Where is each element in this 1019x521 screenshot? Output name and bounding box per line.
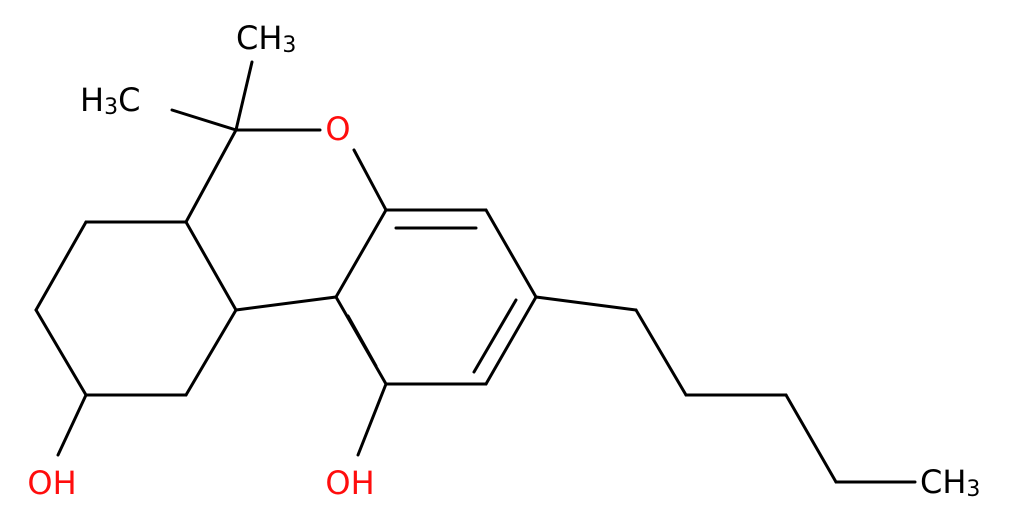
bonds: [34, 60, 917, 484]
bond: [472, 298, 518, 374]
bond: [34, 308, 88, 397]
bond: [484, 295, 538, 386]
atom-label: CH3: [920, 463, 980, 502]
label-subscript: 3: [104, 95, 118, 120]
bond: [184, 220, 238, 312]
atom-label: CH3: [236, 19, 296, 58]
bond: [56, 393, 88, 457]
atom-label: O: [325, 110, 350, 148]
label-subscript: 3: [282, 33, 296, 58]
bond: [352, 148, 388, 212]
label-part: OH: [325, 464, 374, 502]
bond: [234, 295, 338, 312]
atom-label: OH: [325, 464, 374, 502]
label-part: CH: [236, 19, 282, 57]
bond: [356, 382, 388, 457]
label-part: C: [118, 81, 140, 119]
atom-label: OH: [27, 464, 76, 502]
bond: [634, 308, 688, 397]
atom-labels: CH3 H3C O OH OH CH3: [27, 19, 980, 502]
bond: [346, 314, 378, 368]
label-subscript: 3: [966, 477, 980, 502]
bond: [784, 393, 838, 484]
bond: [170, 108, 238, 132]
bond: [184, 128, 238, 224]
label-part: CH: [920, 463, 966, 501]
label-part: O: [325, 110, 350, 148]
label-part: OH: [27, 464, 76, 502]
label-part: H: [80, 81, 104, 119]
bond: [234, 60, 254, 132]
bond: [184, 308, 238, 397]
bond: [34, 220, 88, 312]
bond: [484, 208, 538, 299]
atom-label: H3C: [80, 81, 140, 120]
bond: [334, 208, 388, 299]
bond: [534, 295, 638, 312]
